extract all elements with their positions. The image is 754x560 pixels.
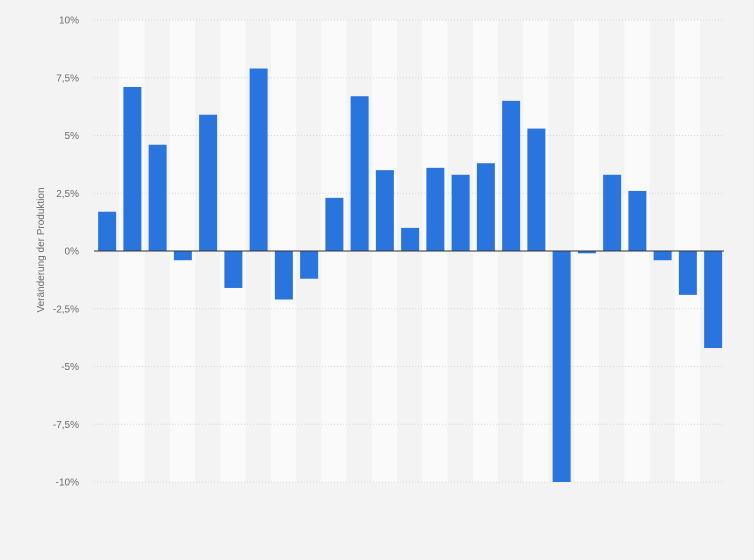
bar bbox=[98, 211, 117, 251]
y-tick-label: 7,5% bbox=[56, 73, 79, 84]
bar bbox=[325, 197, 344, 251]
bar bbox=[148, 144, 167, 251]
bar bbox=[401, 227, 420, 251]
y-tick-label: 5% bbox=[65, 131, 80, 142]
bars bbox=[98, 68, 723, 482]
bar bbox=[603, 174, 622, 251]
bar bbox=[577, 251, 596, 254]
bar bbox=[704, 251, 723, 349]
y-tick-label: 2,5% bbox=[56, 189, 79, 200]
bar bbox=[224, 251, 243, 288]
y-tick-label: 10% bbox=[59, 16, 79, 27]
y-axis-ticks: 10% 7,5% 5% 2,5% 0% -2,5% -5% -7,5% -10% bbox=[53, 16, 79, 489]
bar bbox=[375, 170, 394, 251]
bar bbox=[628, 190, 647, 251]
bar bbox=[173, 251, 192, 261]
bar bbox=[426, 167, 445, 251]
bar bbox=[350, 96, 369, 251]
bar bbox=[249, 68, 268, 251]
bar bbox=[199, 114, 218, 252]
bar bbox=[653, 251, 672, 261]
bar bbox=[527, 128, 546, 251]
bar bbox=[274, 251, 293, 300]
bar bbox=[123, 86, 142, 252]
bar bbox=[678, 251, 697, 295]
y-tick-label: -7,5% bbox=[53, 420, 79, 431]
y-axis-title: Veränderung der Produktion bbox=[36, 187, 47, 312]
y-tick-label: -5% bbox=[61, 362, 79, 373]
y-tick-label: 0% bbox=[65, 247, 80, 258]
y-tick-label: -2,5% bbox=[53, 304, 79, 315]
y-tick-label: -10% bbox=[56, 478, 79, 489]
bar bbox=[451, 174, 470, 251]
bar bbox=[552, 251, 571, 482]
bar bbox=[502, 100, 521, 251]
bar bbox=[476, 163, 495, 251]
bar bbox=[300, 251, 319, 279]
